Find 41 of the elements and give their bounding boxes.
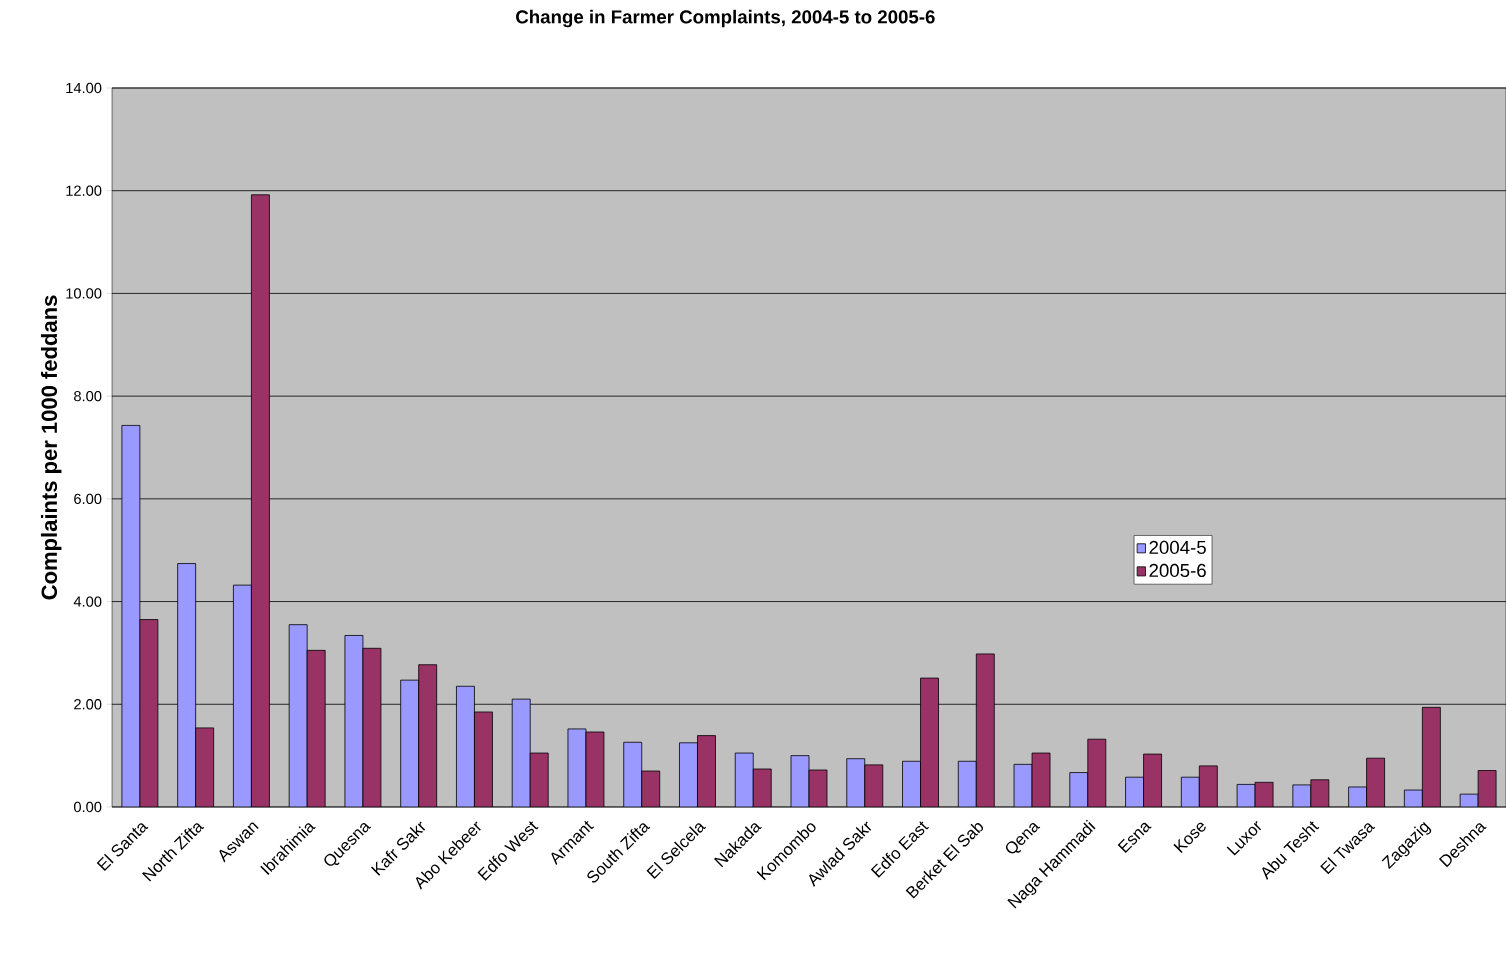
y-tick-label: 12.00	[66, 185, 102, 196]
bar	[177, 563, 197, 807]
bar	[418, 664, 438, 807]
bar	[1366, 757, 1385, 807]
y-tick-label: 14.00	[66, 82, 102, 94]
chart-title: Change in Farmer Complaints, 2004-5 to 2005-6	[516, 9, 935, 28]
bar	[1198, 765, 1218, 807]
bar	[920, 677, 939, 807]
bar	[529, 752, 549, 807]
bar	[1421, 706, 1441, 807]
bar	[474, 711, 493, 807]
bar	[864, 764, 884, 807]
bar	[1087, 738, 1107, 807]
y-tick-label: 8.00	[74, 390, 102, 402]
y-axis-title: Complaints per 1000 feddans	[40, 295, 62, 600]
bar	[679, 742, 698, 807]
bar	[1143, 753, 1162, 807]
bar	[623, 741, 643, 807]
bar	[251, 194, 270, 807]
bar	[734, 752, 754, 807]
bar	[456, 685, 475, 807]
bar	[1310, 779, 1330, 807]
bar	[1069, 772, 1089, 807]
y-tick-label: 2.00	[74, 699, 102, 710]
y-tick-label: 4.00	[73, 596, 102, 607]
bar	[195, 727, 215, 807]
bar	[306, 649, 326, 807]
y-tick-label: 0.00	[73, 801, 102, 813]
bar	[400, 679, 420, 807]
legend-label: 2005-6	[1149, 563, 1206, 578]
bar	[697, 735, 716, 807]
bar	[975, 653, 995, 807]
legend-label: 2004-5	[1149, 540, 1206, 555]
bar	[957, 760, 977, 807]
bar	[233, 584, 252, 807]
bar	[902, 760, 921, 807]
y-tick-label: 10.00	[66, 288, 102, 299]
bar	[288, 624, 308, 807]
y-tick-label: 6.00	[74, 493, 102, 505]
bar	[846, 758, 866, 807]
bar	[511, 698, 531, 807]
